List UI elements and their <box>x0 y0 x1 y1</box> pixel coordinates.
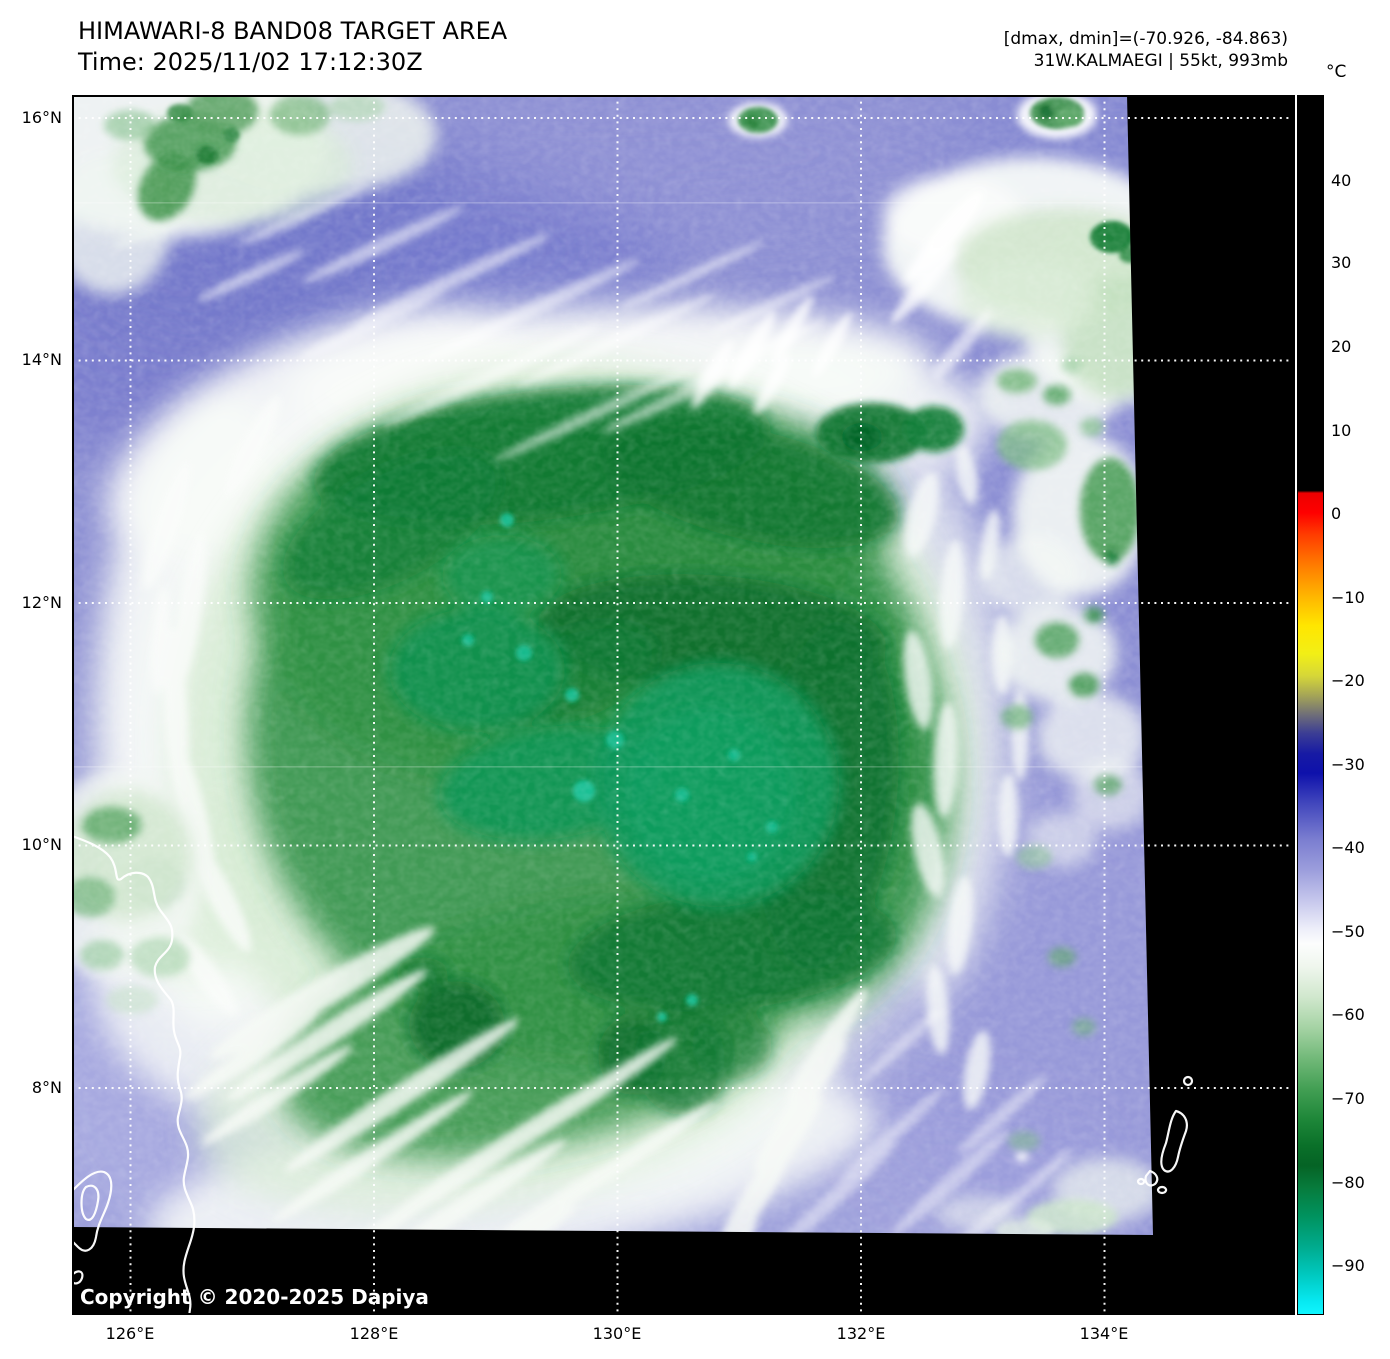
colorbar-unit-label: °C <box>1326 62 1347 82</box>
copyright-watermark: Copyright © 2020-2025 Dapiya <box>80 1285 429 1309</box>
y-tick-label: 14°N <box>21 350 62 369</box>
x-tick-label: 128°E <box>349 1324 399 1343</box>
y-tick-label: 8°N <box>31 1078 62 1097</box>
x-tick-label: 130°E <box>592 1324 642 1343</box>
colorbar-tick-label: 20 <box>1331 337 1352 356</box>
x-tick-label: 126°E <box>105 1324 155 1343</box>
x-tick-label: 134°E <box>1079 1324 1129 1343</box>
colorbar-tick-label: −80 <box>1331 1173 1365 1192</box>
title-line1: HIMAWARI-8 BAND08 TARGET AREA <box>78 17 508 45</box>
map-area <box>72 95 1295 1315</box>
colorbar-tick-label: 40 <box>1331 171 1352 190</box>
y-tick-label: 12°N <box>21 593 62 612</box>
title-line2: Time: 2025/11/02 17:12:30Z <box>78 48 423 76</box>
colorbar-tick-label: −70 <box>1331 1089 1365 1108</box>
y-tick-label: 10°N <box>21 835 62 854</box>
colorbar-tick-label: 10 <box>1331 421 1352 440</box>
colorbar-tick-label: −90 <box>1331 1256 1365 1275</box>
colorbar-tick-label: −40 <box>1331 838 1365 857</box>
colorbar-tick-label: −60 <box>1331 1005 1365 1024</box>
y-tick-label: 16°N <box>21 108 62 127</box>
storm-info: [dmax, dmin]=(-70.926, -84.863) 31W.KALMA… <box>1004 29 1288 72</box>
x-tick-label: 132°E <box>836 1324 886 1343</box>
figure-title: HIMAWARI-8 BAND08 TARGET AREA Time: 2025/… <box>78 16 507 78</box>
dmax-dmin-readout: [dmax, dmin]=(-70.926, -84.863) <box>1003 29 1288 49</box>
colorbar-tick-label: 30 <box>1331 253 1352 272</box>
colorbar-tick-label: 0 <box>1331 504 1342 523</box>
colorbar-tick-label: −20 <box>1331 671 1365 690</box>
colorbar-tick-label: −10 <box>1331 588 1365 607</box>
satellite-map <box>72 95 1295 1315</box>
colorbar <box>1297 95 1324 1315</box>
colorbar-tick-label: −50 <box>1331 922 1365 941</box>
storm-id-intensity: 31W.KALMAEGI | 55kt, 993mb <box>1033 50 1288 71</box>
colorbar-tick-label: −30 <box>1331 755 1365 774</box>
